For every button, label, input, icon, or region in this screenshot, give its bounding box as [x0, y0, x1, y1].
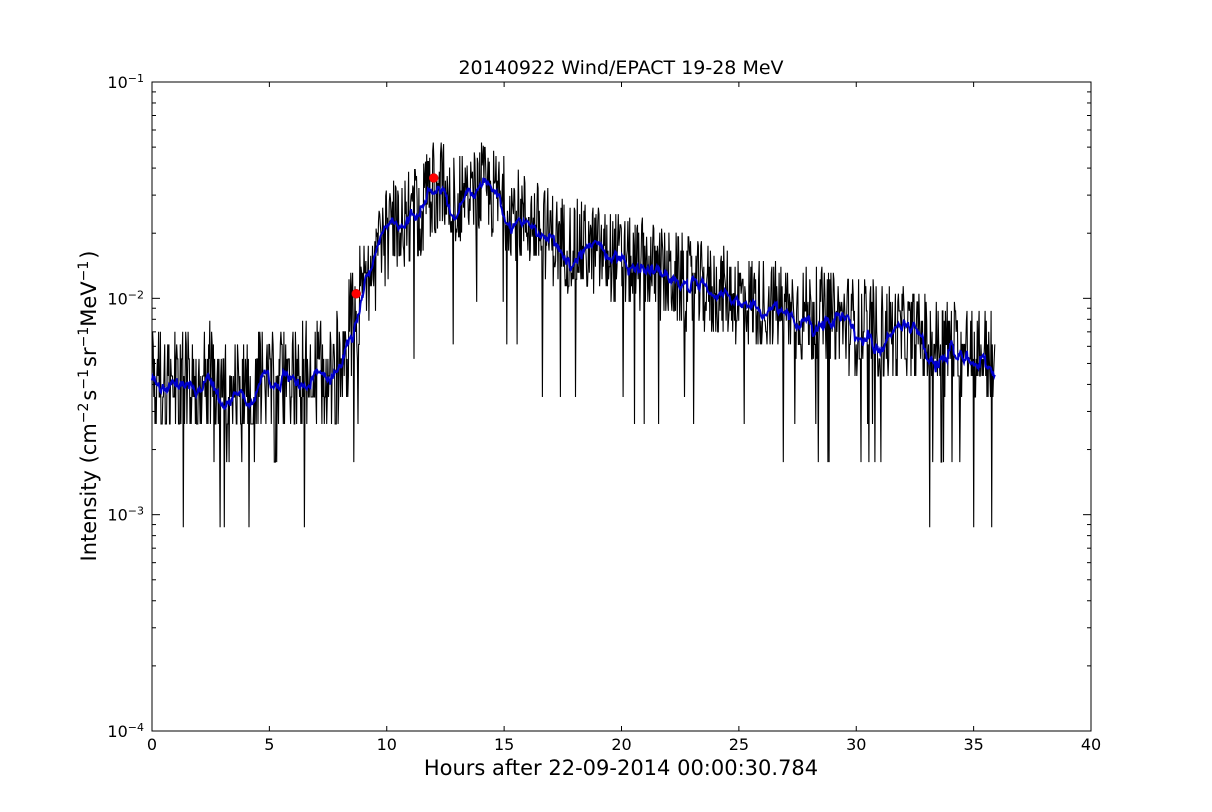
smoothed-intensity-line: [151, 177, 996, 411]
y-label-mid3: MeV: [77, 281, 101, 327]
y-label-exp3: −1: [76, 327, 92, 348]
event-marker: [351, 288, 361, 299]
y-tick-label: 10−3: [107, 504, 144, 525]
x-tick-label: 0: [147, 735, 157, 754]
x-tick-label: 40: [1081, 735, 1101, 754]
y-label-prefix: Intensity (cm: [77, 423, 101, 561]
y-tick-label: 10−1: [107, 72, 144, 93]
x-tick-label: 5: [264, 735, 274, 754]
x-tick-label: 35: [963, 735, 983, 754]
x-tick-label: 15: [494, 735, 514, 754]
y-tick-label: 10−2: [107, 288, 144, 309]
event-marker: [428, 173, 439, 183]
chart-title: 20140922 Wind/EPACT 19-28 MeV: [458, 57, 783, 79]
y-axis-label: Intensity (cm−2s−1sr−1MeV−1): [76, 251, 101, 562]
x-tick-label: 20: [611, 735, 631, 754]
x-tick-label: 10: [377, 735, 397, 754]
x-tick-labels: 0 5 10 15 20 25 30 35 40: [147, 735, 1101, 754]
y-label-exp2: −1: [76, 369, 92, 390]
axis-ticks: [151, 81, 1092, 732]
y-tick-label: 10−4: [107, 721, 144, 742]
x-tick-label: 25: [729, 735, 749, 754]
y-tick-labels: 10−4 10−3 10−2 10−1: [107, 72, 144, 742]
y-label-exp4: −1: [76, 261, 92, 282]
y-label-exp1: −2: [76, 403, 92, 424]
y-label-mid2: sr: [77, 347, 101, 367]
x-tick-label: 30: [846, 735, 866, 754]
plot-area-frame: [151, 81, 1092, 732]
plot-series: [151, 142, 996, 528]
y-label-mid1: s: [77, 390, 101, 401]
x-axis-label: Hours after 22-09-2014 00:00:30.784: [424, 756, 818, 780]
y-label-suffix: ): [77, 251, 101, 259]
